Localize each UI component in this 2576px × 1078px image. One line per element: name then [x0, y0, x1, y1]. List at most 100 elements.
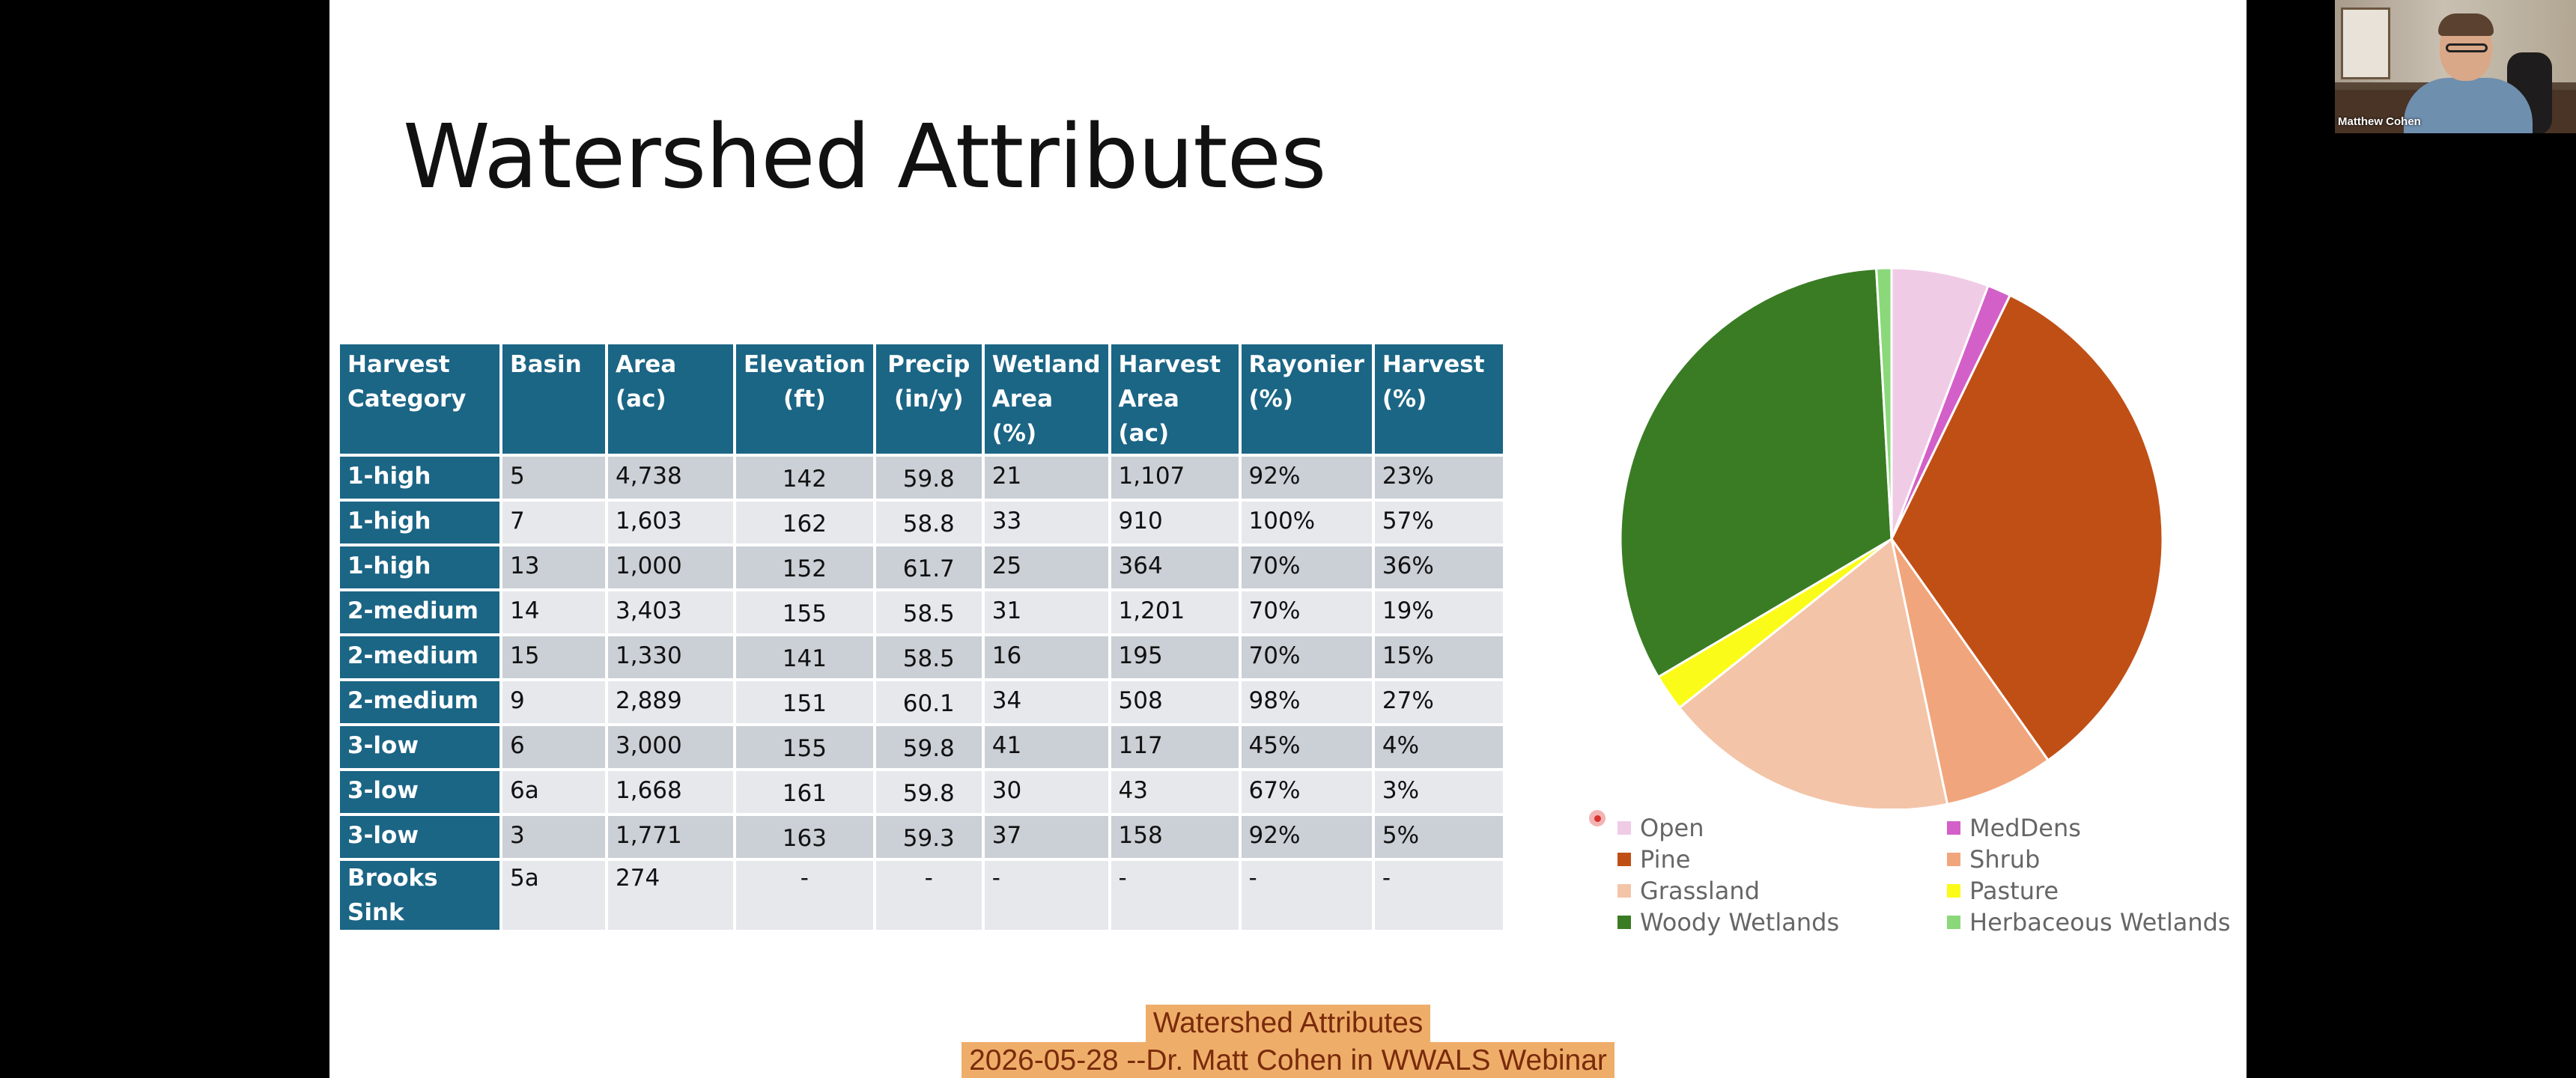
table-cell: 162 [736, 502, 873, 543]
table-cell: 1,668 [608, 771, 733, 813]
pie-slice-woody-wetlands [1619, 267, 1893, 679]
pie-slice-open [1890, 267, 1990, 540]
column-header-line: (in/y) [893, 386, 964, 412]
category-line: Sink [347, 899, 404, 926]
legend-label: Open [1640, 814, 1704, 842]
table-cell: 59.8 [875, 771, 982, 813]
table-row: 1-high 7 1,603 162 58.8 33 910 100% 57% [340, 502, 1503, 543]
table-cell: 910 [1111, 502, 1239, 543]
table-cell: 163 [736, 816, 873, 858]
legend-swatch [1947, 916, 1960, 929]
legend-label: Herbaceous Wetlands [1969, 908, 2231, 937]
table-row: 3-low 3 1,771 163 59.3 37 158 92% 5% [340, 816, 1503, 858]
table-cell: 13 [502, 546, 605, 588]
caption-subtitle: 2026-05-28 --Dr. Matt Cohen in WWALS Web… [962, 1042, 1614, 1078]
table-cell: 37 [984, 816, 1108, 858]
column-header-line: Precip [887, 351, 970, 378]
column-header-line: Area (%) [991, 386, 1053, 447]
table-cell: 7 [502, 502, 605, 543]
harvest-category-cell: 1-high [340, 502, 499, 543]
table-cell: 3% [1374, 771, 1503, 813]
legend-item: Pine [1617, 844, 1947, 874]
table-cell: 70% [1241, 636, 1372, 678]
table-cell: 508 [1111, 681, 1239, 723]
table-cell: - [1111, 861, 1239, 930]
table-cell: 14 [502, 591, 605, 633]
table-cell: 152 [736, 546, 873, 588]
harvest-category-cell: 1-high [340, 457, 499, 499]
table-cell: 1,107 [1111, 457, 1239, 499]
table-cell: 155 [736, 726, 873, 768]
table-cell: 195 [1111, 636, 1239, 678]
table-cell: 4% [1374, 726, 1503, 768]
table-cell: 1,603 [608, 502, 733, 543]
table-row: 1-high 13 1,000 152 61.7 25 364 70% 36% [340, 546, 1503, 588]
table-cell: 5% [1374, 816, 1503, 858]
table-cell: 1,771 [608, 816, 733, 858]
table-cell: 141 [736, 636, 873, 678]
table-cell: 15 [502, 636, 605, 678]
table-row: 2-medium 14 3,403 155 58.5 31 1,201 70% 19% [340, 591, 1503, 633]
column-header-line: Elevation [744, 351, 866, 378]
pie-slice-shrub [1890, 538, 2050, 806]
table-cell: 31 [984, 591, 1108, 633]
column-header: Rayonier (%) [1241, 344, 1372, 454]
harvest-category-cell: 2-medium [340, 681, 499, 723]
table-cell: 23% [1374, 457, 1503, 499]
legend-item: Pasture [1947, 876, 2247, 906]
table-cell: 4,738 [608, 457, 733, 499]
table-row: 2-medium 15 1,330 141 58.5 16 195 70% 15% [340, 636, 1503, 678]
table-row: 3-low 6 3,000 155 59.8 41 117 45% 4% [340, 726, 1503, 768]
table-cell: 34 [984, 681, 1108, 723]
table-row: 2-medium 9 2,889 151 60.1 34 508 98% 27% [340, 681, 1503, 723]
table-cell: 98% [1241, 681, 1372, 723]
table-cell: 92% [1241, 816, 1372, 858]
harvest-category-cell: Brooks Sink [340, 861, 499, 930]
table-cell: 5a [502, 861, 605, 930]
column-header: Precip (in/y) [875, 344, 982, 454]
legend-swatch [1947, 821, 1960, 835]
legend-item: Shrub [1947, 844, 2247, 874]
watershed-attributes-table: Harvest Category Basin Area (ac) Elevation (f… [337, 341, 1506, 933]
table-cell: - [984, 861, 1108, 930]
table-row: 1-high 5 4,738 142 59.8 21 1,107 92% 23% [340, 457, 1503, 499]
caption-title: Watershed Attributes [1145, 1005, 1431, 1042]
legend-label: Shrub [1969, 845, 2041, 874]
legend-swatch [1617, 821, 1631, 835]
table-cell: 142 [736, 457, 873, 499]
table-cell: 92% [1241, 457, 1372, 499]
table-cell: 161 [736, 771, 873, 813]
legend-item: Grassland [1617, 876, 1947, 906]
table-cell: 9 [502, 681, 605, 723]
table-cell: 27% [1374, 681, 1503, 723]
table-cell: 2,889 [608, 681, 733, 723]
table-cell: 58.5 [875, 636, 982, 678]
table-cell: 43 [1111, 771, 1239, 813]
table-cell: 58.5 [875, 591, 982, 633]
harvest-category-cell: 3-low [340, 726, 499, 768]
column-header-line: Wetland [991, 351, 1101, 378]
table-cell: 155 [736, 591, 873, 633]
table-cell: 57% [1374, 502, 1503, 543]
legend-swatch [1617, 884, 1631, 898]
table-cell: 58.8 [875, 502, 982, 543]
table-cell: 59.8 [875, 726, 982, 768]
legend-label: Grassland [1640, 877, 1760, 905]
legend-swatch [1617, 916, 1631, 929]
column-header: Wetland Area (%) [984, 344, 1108, 454]
table-row: Brooks Sink 5a 274- - - - - - [340, 861, 1503, 930]
table-cell: 1,201 [1111, 591, 1239, 633]
harvest-category-cell: 3-low [340, 771, 499, 813]
speaker-webcam-thumbnail[interactable]: Matthew Cohen [2335, 0, 2576, 133]
column-header-line: Area (ac) [1118, 386, 1179, 447]
harvest-category-cell: 1-high [340, 546, 499, 588]
column-header: Elevation (ft) [736, 344, 873, 454]
harvest-category-cell: 2-medium [340, 591, 499, 633]
column-header-line: Harvest [1382, 351, 1485, 378]
speaker-hair [2438, 13, 2494, 36]
table-cell: 3,000 [608, 726, 733, 768]
table-cell: 274 [608, 861, 733, 930]
table-cell: - [875, 861, 982, 930]
legend-label: MedDens [1969, 814, 2081, 842]
table-cell: 30 [984, 771, 1108, 813]
